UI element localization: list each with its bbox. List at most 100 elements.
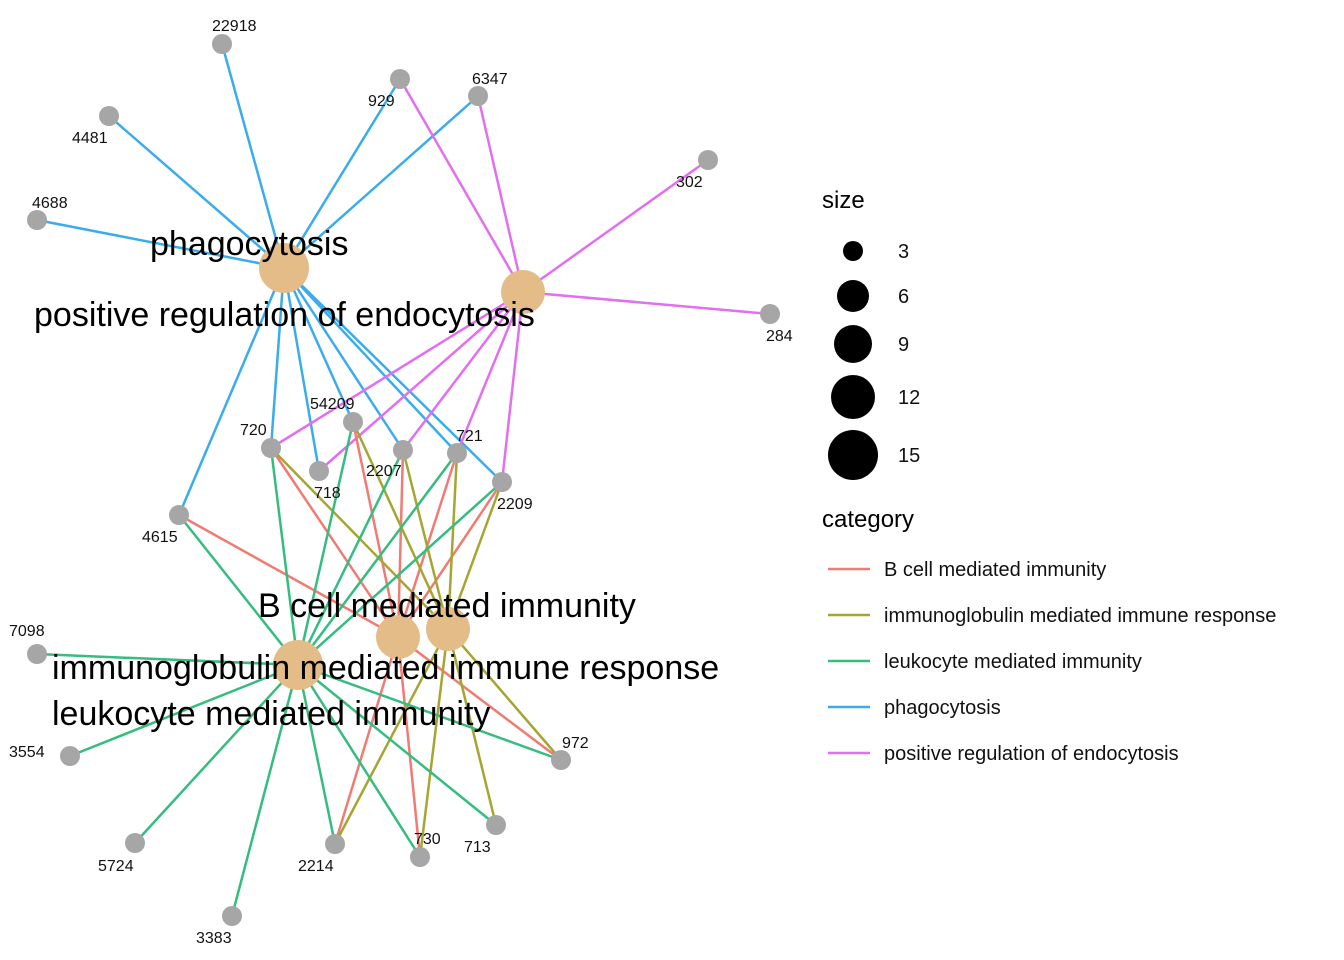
edge-leuk-720 — [269, 447, 300, 666]
legend-size-dot-15 — [828, 430, 878, 480]
legend-category-bcell: B cell mediated immunity — [884, 559, 1106, 581]
gene-node-302 — [698, 150, 718, 170]
edge-endo-284 — [522, 290, 771, 316]
term-node-leukocyte-mediated-immunity — [273, 640, 323, 690]
term-node-phagocytosis — [259, 243, 309, 293]
edge-leuk-3554 — [69, 663, 299, 758]
term-node-positive-regulation-of-endocytosis — [501, 270, 545, 314]
gene-label-2214: 2214 — [298, 858, 334, 875]
gene-label-972: 972 — [562, 735, 589, 752]
edge-bcell-4615 — [178, 513, 399, 639]
gene-node-5724 — [125, 833, 145, 853]
edge-phago-54209 — [282, 267, 355, 423]
edge-bcell-2209 — [396, 481, 504, 638]
gene-node-3554 — [60, 746, 80, 766]
edge-igm-730 — [418, 628, 450, 858]
term-label-leukocyte-mediated-immunity: leukocyte mediated immunity — [52, 695, 490, 733]
gene-node-3383 — [222, 906, 242, 926]
gene-label-6347: 6347 — [472, 71, 508, 88]
edge-igm-2207 — [401, 449, 450, 630]
edge-phago-6347 — [283, 95, 479, 269]
edge-phago-4688 — [36, 218, 285, 270]
gene-node-4615 — [169, 505, 189, 525]
edge-leuk-2214 — [296, 664, 337, 845]
gene-label-5724: 5724 — [98, 858, 134, 875]
gene-label-22918: 22918 — [212, 18, 257, 35]
gene-node-718 — [309, 461, 329, 481]
term-label-phagocytosis: phagocytosis — [150, 225, 348, 263]
legend-size-label-15: 15 — [898, 445, 920, 467]
legend-category-igm: immunoglobulin mediated immune response — [884, 605, 1276, 627]
edge-bcell-720 — [269, 447, 400, 638]
edge-igm-2209 — [446, 481, 504, 630]
edge-bcell-2207 — [396, 449, 405, 638]
legend-size-label-6: 6 — [898, 286, 909, 308]
edge-endo-718 — [318, 291, 524, 472]
gene-node-54209 — [343, 412, 363, 432]
gene-node-6347 — [468, 86, 488, 106]
legend-size-label-3: 3 — [898, 241, 909, 263]
gene-label-721: 721 — [456, 428, 483, 445]
edge-bcell-730 — [396, 636, 422, 858]
gene-node-284 — [760, 304, 780, 324]
legend: size 3 6 9 12 15 category B cell mediate… — [822, 187, 1276, 765]
edge-leuk-721 — [297, 452, 458, 666]
gene-label-284: 284 — [766, 328, 793, 345]
gene-label-2207: 2207 — [366, 463, 402, 480]
gene-label-730: 730 — [414, 831, 441, 848]
legend-size-dot-3 — [843, 241, 863, 261]
term-node-immunoglobulin-mediated-immune-response — [426, 607, 470, 651]
gene-node-2207 — [393, 440, 413, 460]
edge-endo-2207 — [402, 291, 524, 451]
legend-size-title: size — [822, 187, 865, 214]
term-label-immunoglobulin-mediated-immune-response: immunoglobulin mediated immune response — [52, 649, 719, 687]
edge-phago-929 — [282, 78, 402, 269]
gene-node-730 — [410, 847, 430, 867]
edge-endo-6347 — [476, 95, 525, 293]
edge-leuk-54209 — [296, 421, 355, 666]
edge-leuk-730 — [296, 664, 422, 858]
edge-phago-4481 — [108, 115, 285, 269]
gene-label-54209: 54209 — [310, 396, 355, 413]
gene-label-2209: 2209 — [497, 496, 533, 513]
edge-phago-721 — [283, 267, 458, 454]
edge-endo-720 — [270, 290, 524, 450]
gene-node-4688 — [27, 210, 47, 230]
gene-node-721 — [447, 443, 467, 463]
edge-endo-2209 — [500, 291, 525, 483]
edge-bcell-54209 — [351, 421, 400, 638]
gene-label-3383: 3383 — [196, 930, 232, 947]
edge-phago-718 — [282, 267, 321, 472]
legend-category-title: category — [822, 506, 914, 533]
legend-category-leuk: leukocyte mediated immunity — [884, 651, 1142, 673]
gene-label-302: 302 — [676, 174, 703, 191]
edge-leuk-4615 — [178, 514, 299, 666]
edge-igm-54209 — [351, 421, 450, 630]
edge-endo-929 — [398, 78, 525, 293]
gene-node-2209 — [492, 472, 512, 492]
edge-endo-302 — [522, 158, 709, 294]
gene-label-7098: 7098 — [9, 623, 45, 640]
edge-phago-2207 — [282, 267, 405, 451]
gene-node-972 — [551, 750, 571, 770]
gene-node-2214 — [325, 834, 345, 854]
gene-label-3554: 3554 — [9, 744, 45, 761]
edges-layer — [36, 43, 771, 917]
gene-node-7098 — [27, 644, 47, 664]
labels-layer: 22918 929 6347 4481 302 4688 284 54209 720 721 220… — [9, 18, 793, 947]
edge-igm-2214 — [333, 628, 450, 845]
edge-igm-721 — [446, 452, 459, 630]
edge-leuk-2209 — [297, 481, 503, 666]
legend-size-dot-9 — [834, 325, 872, 363]
term-node-b-cell-mediated-immunity — [376, 615, 420, 659]
edge-leuk-713 — [297, 664, 497, 826]
gene-node-22918 — [212, 34, 232, 54]
legend-size-label-12: 12 — [898, 387, 920, 409]
edge-leuk-7098 — [36, 652, 299, 667]
nodes-layer — [27, 34, 780, 926]
term-label-positive-regulation-of-endocytosis: positive regulation of endocytosis — [34, 296, 535, 334]
legend-size-label-9: 9 — [898, 334, 909, 356]
legend-category-phago: phagocytosis — [884, 697, 1001, 719]
legend-size-dot-12 — [831, 375, 875, 419]
